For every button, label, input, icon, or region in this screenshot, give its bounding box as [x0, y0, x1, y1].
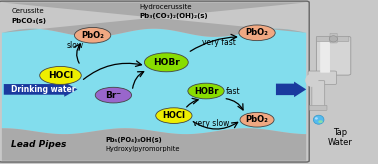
Text: very fast: very fast	[202, 39, 236, 47]
FancyBboxPatch shape	[320, 41, 330, 73]
Polygon shape	[2, 128, 306, 161]
Polygon shape	[2, 29, 306, 134]
Text: PbO₂: PbO₂	[246, 115, 268, 124]
Text: Hydroxylpyromorphite: Hydroxylpyromorphite	[106, 146, 180, 152]
Text: Lead Pipes: Lead Pipes	[11, 140, 67, 149]
Text: Pb₅(PO₄)₃OH(s): Pb₅(PO₄)₃OH(s)	[106, 137, 163, 143]
Ellipse shape	[188, 83, 224, 99]
Ellipse shape	[239, 25, 275, 41]
Ellipse shape	[313, 115, 324, 124]
Ellipse shape	[144, 53, 188, 72]
FancyBboxPatch shape	[312, 81, 325, 109]
Text: Cerussite: Cerussite	[11, 9, 44, 14]
Text: Hydrocerussite: Hydrocerussite	[140, 4, 192, 10]
Text: Br⁻: Br⁻	[105, 91, 121, 100]
Text: very slow: very slow	[193, 119, 229, 128]
Text: HOBr: HOBr	[194, 87, 218, 95]
Text: Pb₃(CO₃)₂(OH)₂(s): Pb₃(CO₃)₂(OH)₂(s)	[140, 13, 209, 19]
Ellipse shape	[40, 66, 81, 84]
Text: HOCl: HOCl	[48, 71, 73, 80]
Ellipse shape	[318, 120, 323, 123]
Text: fast: fast	[226, 87, 240, 95]
FancyBboxPatch shape	[316, 36, 351, 75]
FancyBboxPatch shape	[316, 36, 349, 41]
FancyBboxPatch shape	[310, 105, 327, 110]
Ellipse shape	[329, 36, 338, 42]
Text: PbCO₃(s): PbCO₃(s)	[11, 18, 46, 23]
Ellipse shape	[240, 112, 274, 127]
FancyBboxPatch shape	[0, 1, 309, 162]
Text: Tap
Water: Tap Water	[328, 128, 353, 147]
Ellipse shape	[74, 27, 111, 43]
Text: Drinking water: Drinking water	[11, 85, 76, 94]
Text: PbO₂: PbO₂	[246, 28, 268, 37]
Ellipse shape	[315, 117, 318, 120]
Text: PbO₂: PbO₂	[81, 31, 104, 40]
Text: HOBr: HOBr	[153, 58, 180, 67]
FancyArrow shape	[276, 82, 306, 97]
Polygon shape	[2, 2, 306, 37]
Text: HOCl: HOCl	[163, 111, 185, 120]
FancyBboxPatch shape	[330, 33, 337, 43]
Text: slow: slow	[66, 41, 83, 50]
FancyArrow shape	[4, 82, 77, 97]
Ellipse shape	[156, 108, 192, 123]
Ellipse shape	[95, 87, 132, 103]
Ellipse shape	[305, 74, 318, 87]
FancyBboxPatch shape	[308, 71, 336, 84]
